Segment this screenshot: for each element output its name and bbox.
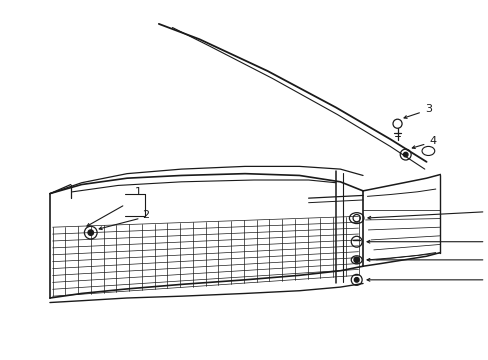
Circle shape	[354, 278, 358, 282]
Text: 3: 3	[424, 104, 431, 114]
Text: 4: 4	[428, 136, 435, 146]
Text: 1: 1	[134, 187, 141, 197]
Text: 2: 2	[142, 210, 149, 220]
Circle shape	[353, 257, 359, 262]
Circle shape	[88, 230, 93, 235]
Circle shape	[403, 152, 407, 157]
